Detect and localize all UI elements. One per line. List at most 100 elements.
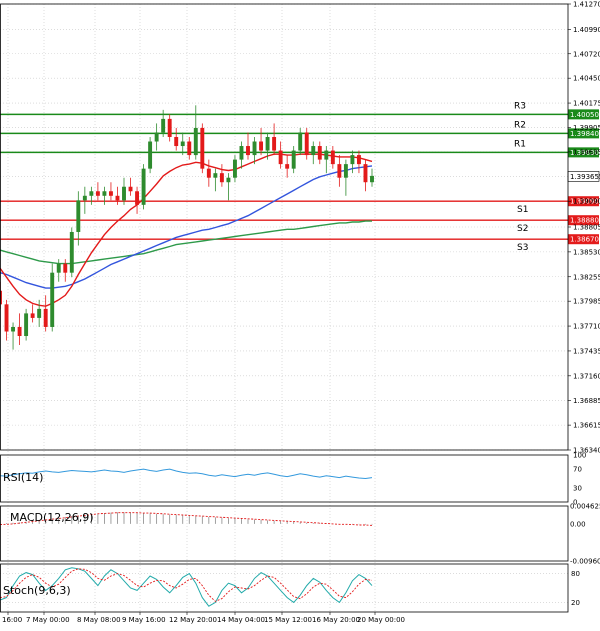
candle-bull: [161, 119, 165, 133]
price-tick-label: 1.38530: [573, 248, 600, 256]
candle-bull: [181, 142, 185, 147]
macd-tick-label: 0.00: [570, 520, 586, 528]
candle-bull: [213, 173, 217, 178]
time-tick-label: 12 May 20:00: [169, 616, 217, 624]
price-tick-label: 1.36885: [573, 397, 600, 405]
time-tick-label: 20 May 00:00: [357, 616, 405, 624]
rsi-panel-frame: [1, 455, 569, 502]
candle-bear: [168, 119, 172, 137]
candle-bear: [116, 196, 120, 201]
price-tick-label: 1.37985: [573, 298, 600, 306]
candle-bull: [155, 132, 159, 141]
time-tick-label: 9 May 16:00: [122, 616, 166, 624]
candle-bear: [285, 164, 289, 169]
candle-bull: [324, 151, 328, 160]
price-tick-label: 1.40450: [573, 75, 600, 83]
candle-bear: [364, 164, 368, 182]
candle-bull: [37, 309, 41, 318]
candle-bear: [135, 191, 139, 205]
candle-bear: [63, 264, 67, 273]
candle-bear: [337, 164, 341, 178]
ma-fast-line: [0, 154, 372, 306]
candle-bear: [174, 137, 178, 146]
level-name-r3: R3: [514, 101, 526, 111]
level-name-s3: S3: [517, 243, 528, 253]
candle-bear: [272, 137, 276, 151]
candle-bull: [24, 313, 28, 336]
candle-bear: [109, 191, 113, 196]
candle-bear: [187, 142, 191, 156]
price-tick-label: 1.36615: [573, 422, 600, 430]
macd-panel: 0.004625 0.00 -0.009608 MACD(12,26,9): [0, 503, 600, 566]
candles-layer: [0, 105, 374, 349]
candle-bull: [89, 191, 93, 196]
candle-bear: [18, 327, 22, 336]
candle-bull: [102, 191, 106, 196]
candle-bull: [344, 164, 348, 178]
rsi-line: [0, 469, 372, 478]
price-tick-label: 1.40175: [573, 100, 600, 108]
candle-bear: [129, 187, 133, 192]
macd-tick-label: 0.004625: [570, 503, 600, 511]
candle-bull: [194, 128, 198, 155]
price-tick-label: 1.40720: [573, 50, 600, 58]
price-tick-label: 1.37710: [573, 323, 600, 331]
price-panel-frame: [1, 4, 569, 450]
stoch-tick-label: 20: [571, 599, 580, 607]
stoch-tick-label: 80: [571, 570, 580, 578]
time-tick-label: 16:00: [2, 616, 22, 624]
candle-bull: [50, 273, 54, 327]
candle-bear: [96, 191, 100, 196]
level-name-s2: S2: [517, 224, 528, 234]
stoch-panel-frame: [1, 564, 569, 612]
price-tick-label: 1.38255: [573, 273, 600, 281]
candle-bull: [266, 137, 270, 151]
macd-tick-label: -0.009608: [570, 558, 600, 566]
macd-title: MACD(12,26,9): [10, 511, 94, 524]
candle-bear: [357, 155, 361, 164]
price-tick-label: 1.37160: [573, 372, 600, 380]
candle-bear: [305, 132, 309, 155]
candle-bull: [253, 142, 257, 156]
candle-bull: [122, 187, 126, 201]
price-tick-label: 1.39905: [573, 124, 600, 132]
level-name-s1: S1: [517, 205, 528, 215]
rsi-tick-label: 30: [573, 484, 582, 492]
candle-bull: [83, 196, 87, 201]
price-tick-label: 1.40990: [573, 26, 600, 34]
time-tick-label: 7 May 00:00: [26, 616, 70, 624]
stochastic-panel: 80 20 Stoch(9,6,3): [0, 568, 580, 607]
price-tick-label: 1.36340: [573, 447, 600, 455]
candle-bull: [226, 178, 230, 183]
level-price-label-s3: 1.38670: [570, 236, 599, 244]
candle-bull: [311, 146, 315, 155]
price-tick-label: 1.41270: [573, 1, 600, 9]
candle-bear: [207, 169, 211, 178]
candle-bear: [318, 146, 322, 160]
candle-bull: [57, 264, 61, 273]
level-name-r1: R1: [514, 139, 526, 149]
candle-bear: [200, 128, 204, 169]
current-price-label: 1.39365: [570, 173, 599, 181]
candle-bull: [142, 169, 146, 205]
candle-bear: [44, 309, 48, 327]
level-price-label-r3: 1.40050: [570, 111, 599, 119]
candle-bull: [370, 176, 374, 182]
candle-bull: [350, 155, 354, 164]
candle-bear: [259, 142, 263, 151]
time-tick-label: 15 May 12:00: [264, 616, 312, 624]
candle-bull: [70, 232, 74, 273]
price-tick-label: 1.37435: [573, 347, 600, 355]
candle-bear: [246, 146, 250, 155]
candle-bear: [220, 173, 224, 182]
price-tick-label: 1.38805: [573, 224, 600, 232]
stoch-title: Stoch(9,6,3): [3, 584, 71, 597]
candle-bull: [76, 200, 80, 232]
rsi-tick-label: 70: [573, 466, 582, 474]
candle-bear: [5, 304, 9, 331]
time-tick-label: 14 May 04:00: [217, 616, 265, 624]
candle-bull: [11, 327, 15, 332]
